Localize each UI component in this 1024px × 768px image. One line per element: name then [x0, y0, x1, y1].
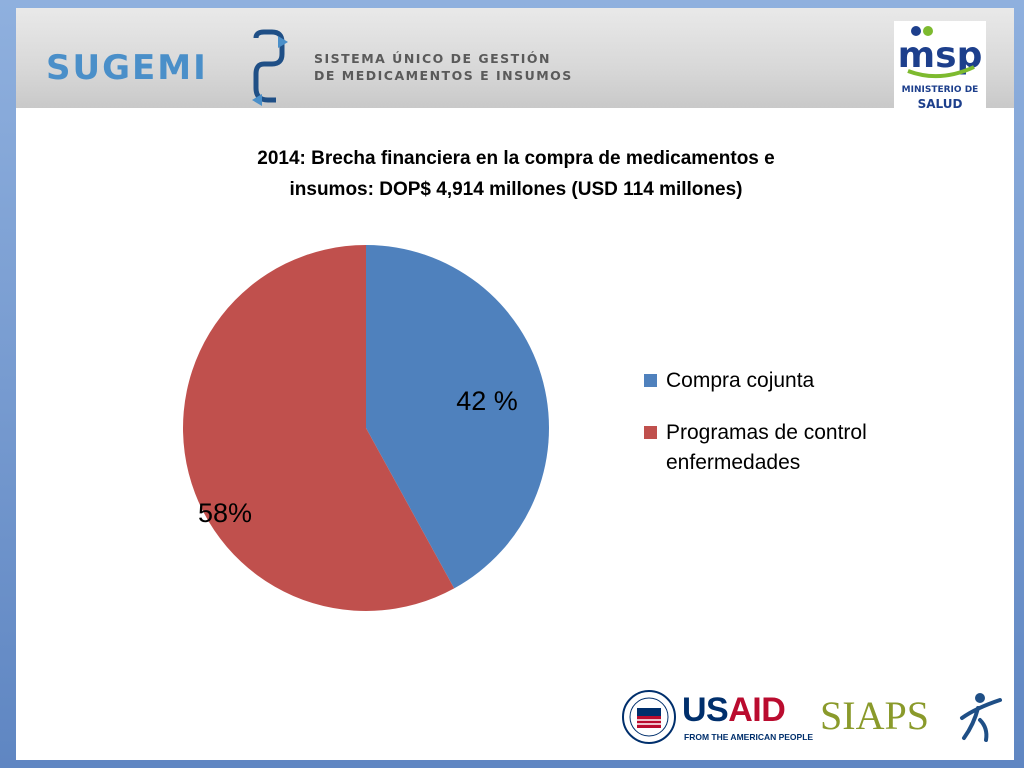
- pie-data-label-1: 42 %: [456, 386, 518, 416]
- ministry-logo: msp MINISTERIO DE SALUD PÚBLICA: [894, 21, 986, 125]
- slide-content: 2014: Brecha financiera en la compra de …: [16, 108, 1014, 760]
- pie-slice-1: [366, 245, 549, 589]
- sugemi-mark-icon: [252, 29, 288, 106]
- legend-item-1: Compra cojunta: [644, 366, 934, 396]
- siaps-wordmark: SIAPS: [820, 693, 929, 738]
- legend-swatch-1: [644, 374, 657, 387]
- chart-title-line1: 2014: Brecha financiera en la compra de …: [257, 148, 775, 169]
- brand-subtitle-line2: DE MEDICAMENTOS E INSUMOS: [314, 68, 573, 83]
- legend-label-2-line2: enfermedades: [666, 451, 801, 474]
- legend-swatch-2: [644, 426, 657, 439]
- usaid-tagline: FROM THE AMERICAN PEOPLE: [684, 732, 814, 742]
- legend-label-1-line1: Compra cojunta: [666, 369, 815, 392]
- usaid-seal-icon: [622, 690, 676, 744]
- chart-title: 2014: Brecha financiera en la compra de …: [166, 143, 866, 205]
- chart-legend: Compra cojunta Programas de control enferm…: [644, 366, 934, 500]
- legend-item-2: Programas de control enfermedades: [644, 418, 934, 478]
- usaid-wordmark: USAID: [682, 691, 786, 730]
- pie-slice-2: [182, 245, 455, 611]
- siaps-figure-icon: [960, 693, 1002, 742]
- ministry-line1: MINISTERIO DE: [901, 85, 979, 95]
- brand-name: SUGEMI: [46, 48, 208, 88]
- chart-title-line2: insumos: DOP$ 4,914 millones (USD 114 mi…: [289, 179, 743, 200]
- header-band: SUGEMI SISTEMA ÚNICO DE GESTIÓN DE MEDIC…: [16, 8, 1014, 125]
- brand-subtitle: SISTEMA ÚNICO DE GESTIÓN DE MEDICAMENTOS…: [314, 50, 594, 84]
- partner-logos: USAID FROM THE AMERICAN PEOPLE SIAPS: [622, 688, 1012, 752]
- legend-label-2-line1: Programas de control: [666, 421, 867, 444]
- msp-mark-icon: msp: [898, 26, 982, 79]
- pie-data-label-2: 58%: [198, 498, 252, 528]
- usaid-word-aid: AID: [728, 691, 786, 729]
- pie-chart: 42 % 58%: [182, 245, 549, 611]
- brand-subtitle-line1: SISTEMA ÚNICO DE GESTIÓN: [314, 51, 551, 66]
- usaid-word-us: US: [682, 691, 729, 729]
- sugemi-logo: SUGEMI SISTEMA ÚNICO DE GESTIÓN DE MEDIC…: [46, 28, 586, 110]
